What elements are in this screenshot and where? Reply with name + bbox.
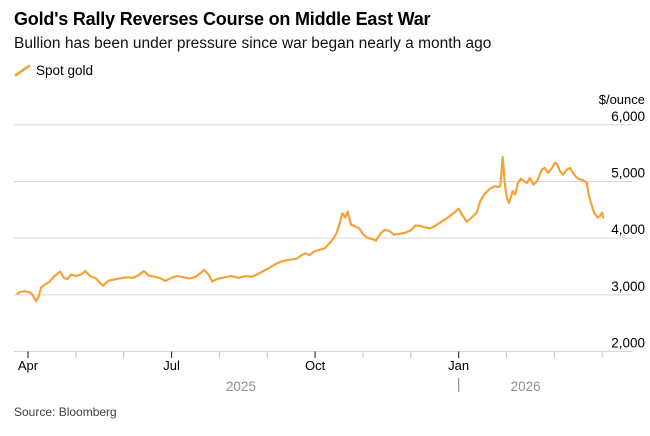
month-label: Jul <box>163 358 180 373</box>
page-title: Gold's Rally Reverses Course on Middle E… <box>14 9 431 29</box>
chart-subtitle: Bullion has been under pressure since wa… <box>14 35 492 52</box>
spot-gold-line <box>16 156 605 303</box>
month-label: Oct <box>305 358 326 373</box>
y-tick-label: 6,000 <box>611 109 645 124</box>
legend-label: Spot gold <box>36 63 94 78</box>
month-label: Jan <box>448 358 469 373</box>
line-swatch-icon <box>14 64 31 77</box>
year-label: 2025 <box>226 379 256 394</box>
y-axis-unit-label: $/ounce <box>599 92 645 107</box>
year-label: 2026 <box>511 379 541 394</box>
legend: Spot gold <box>14 63 93 78</box>
y-tick-label: 2,000 <box>611 336 645 351</box>
y-tick-label: 3,000 <box>611 279 645 294</box>
source-attribution: Source: Bloomberg <box>14 405 117 419</box>
y-tick-label: 5,000 <box>611 165 645 180</box>
month-label: Apr <box>18 358 39 373</box>
y-tick-label: 4,000 <box>611 222 645 237</box>
